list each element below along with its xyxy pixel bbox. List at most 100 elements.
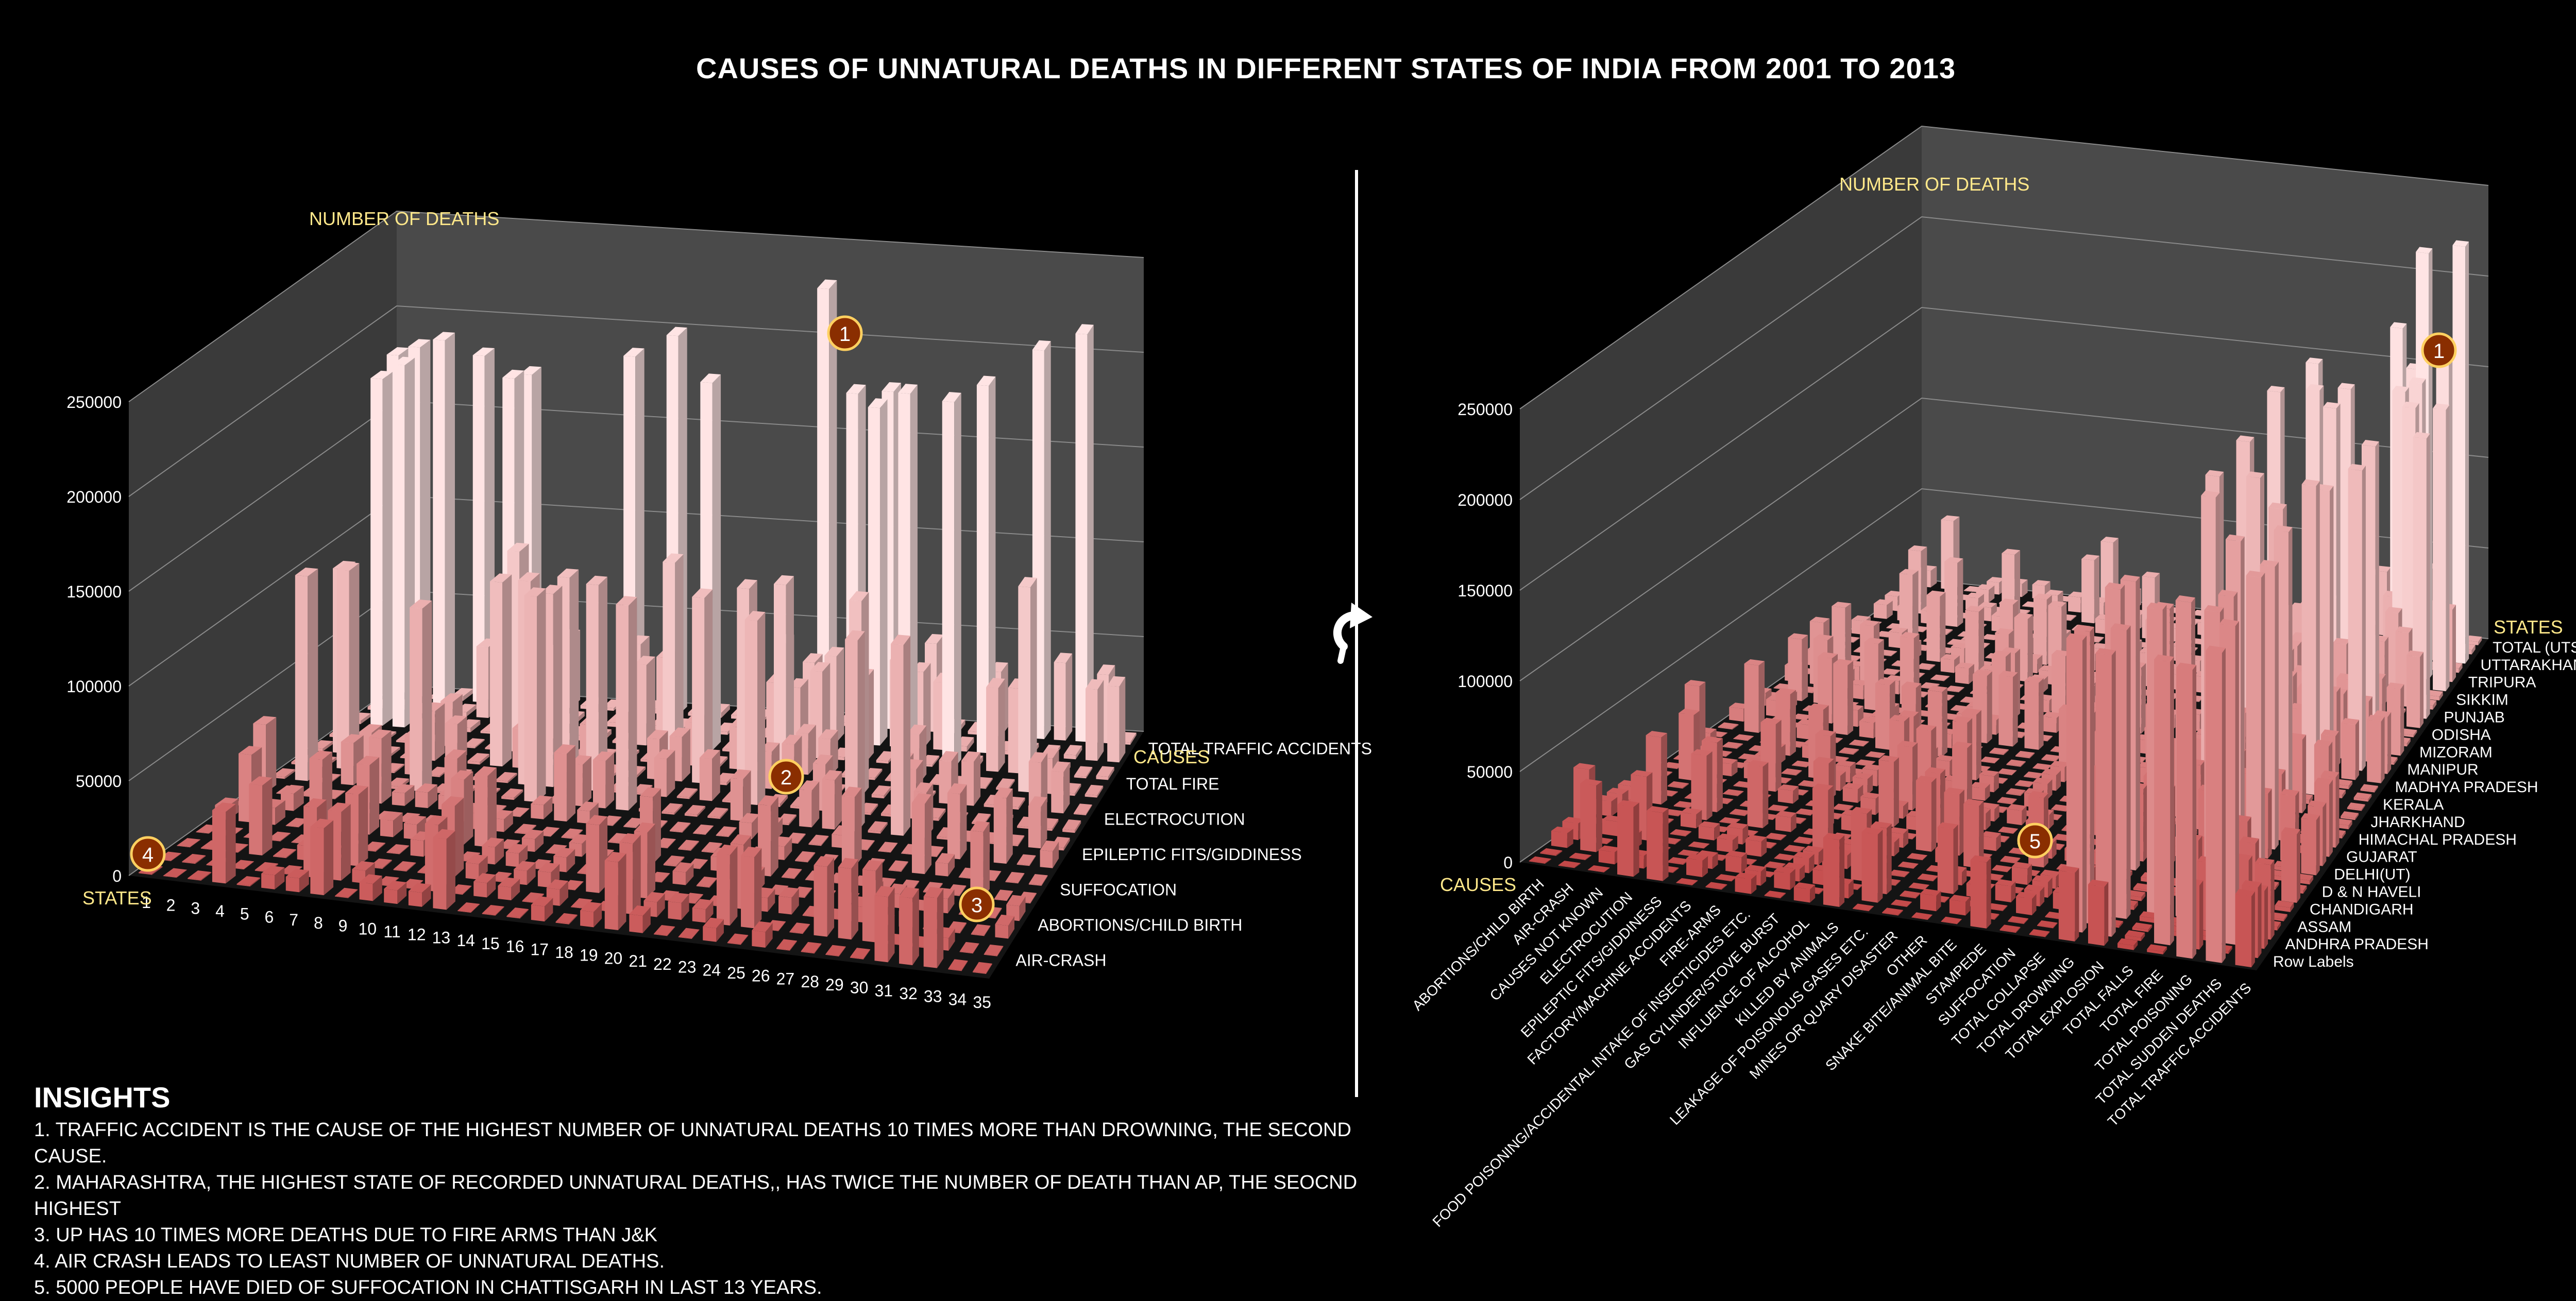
x-tick-label: 25: [727, 964, 745, 982]
bar-top: [1084, 784, 1104, 796]
bar-side: [1087, 324, 1094, 742]
bar-top: [1097, 664, 1115, 675]
bar: [501, 788, 523, 800]
bar: [498, 877, 520, 900]
bar-top: [730, 834, 751, 845]
bar: [899, 887, 919, 966]
bar-side: [404, 785, 415, 806]
bar-front: [901, 853, 914, 855]
bar-side: [2465, 242, 2469, 664]
bar-top: [472, 347, 495, 356]
bar-top: [801, 941, 822, 953]
bar: [1028, 796, 1047, 849]
z-axis-label: CAUSES: [1133, 746, 1210, 767]
bar-top: [239, 746, 262, 755]
marker-circle: [959, 886, 995, 922]
bar-front: [874, 895, 888, 963]
x-tick-label: 14: [456, 931, 475, 950]
bar-top: [230, 860, 255, 869]
bar-side: [984, 926, 991, 936]
bar-side: [535, 831, 544, 852]
x-tick-label: 34: [948, 990, 967, 1008]
bar-side: [1989, 585, 1995, 603]
bar: [1775, 811, 1797, 832]
bar-front: [825, 954, 839, 957]
bar-side: [1030, 893, 1037, 904]
bar: [1998, 671, 2018, 747]
bar-front: [384, 888, 398, 904]
bar-top: [537, 862, 560, 872]
x-axis-label: STATES: [82, 887, 152, 909]
y-axis-label: NUMBER OF DEATHS: [309, 208, 499, 229]
bar-side: [879, 399, 888, 746]
bar-side: [691, 929, 700, 939]
bar: [586, 575, 607, 791]
bar-front: [850, 957, 864, 960]
bar-side: [1097, 680, 1104, 761]
bar-side: [974, 752, 981, 806]
bar-front: [841, 796, 855, 867]
bar-side: [765, 922, 773, 948]
bar-top: [653, 925, 675, 936]
bar-side: [2302, 734, 2307, 813]
bar-side: [771, 796, 778, 877]
bar-front: [1096, 776, 1108, 780]
bar-side: [709, 878, 718, 888]
bar-top: [553, 847, 575, 858]
bar: [261, 865, 285, 889]
z-tick-label: EPILEPTIC FITS/GIDDINESS: [1082, 845, 1302, 864]
bar-side: [1845, 603, 1852, 670]
bar-front: [993, 797, 1007, 864]
bar-side: [569, 569, 579, 773]
bar-side: [647, 824, 655, 899]
bar-side: [666, 750, 675, 797]
bar: [696, 876, 718, 888]
bar-top: [838, 858, 858, 869]
gridline: [1519, 216, 2489, 500]
bar-front: [1875, 683, 1890, 750]
bar-side: [811, 781, 820, 828]
bar-top: [1987, 577, 2005, 583]
bar: [524, 587, 546, 802]
bar-side: [667, 839, 676, 849]
bar-front: [473, 881, 487, 898]
bar: [2452, 240, 2469, 664]
bar-front: [629, 914, 643, 933]
x-tick-label: 17: [530, 940, 549, 958]
bar: [730, 769, 751, 821]
bar-side: [674, 804, 683, 815]
bar-top: [1040, 840, 1059, 851]
bar-front: [692, 908, 706, 923]
bar-side: [575, 881, 584, 891]
bar: [814, 856, 835, 937]
bar-top: [1028, 874, 1048, 885]
bar: [778, 887, 799, 915]
bar-front: [1054, 662, 1066, 741]
bar-side: [2362, 465, 2366, 771]
bar-top: [604, 851, 626, 862]
bar-side: [275, 867, 285, 889]
bar-front: [669, 830, 683, 833]
bar-top: [662, 803, 683, 813]
bar: [386, 844, 410, 854]
bar: [473, 873, 496, 898]
bar-top: [408, 883, 431, 893]
bar-side: [2329, 779, 2333, 857]
bar-side: [967, 737, 974, 752]
bar: [959, 941, 979, 954]
bar-top: [623, 817, 645, 828]
bar-top: [913, 782, 934, 793]
bar-front: [352, 869, 366, 884]
bar: [707, 807, 728, 819]
bar-top: [1018, 577, 1037, 588]
bar-side: [973, 943, 979, 954]
bar-front: [878, 851, 891, 853]
bar-top: [427, 766, 450, 776]
bar-top: [812, 754, 833, 765]
bar-top: [654, 749, 675, 759]
bar-front: [716, 835, 729, 837]
bar: [1016, 854, 1036, 866]
bar: [474, 766, 497, 847]
bar-side: [939, 809, 946, 821]
bar-side: [676, 857, 685, 867]
